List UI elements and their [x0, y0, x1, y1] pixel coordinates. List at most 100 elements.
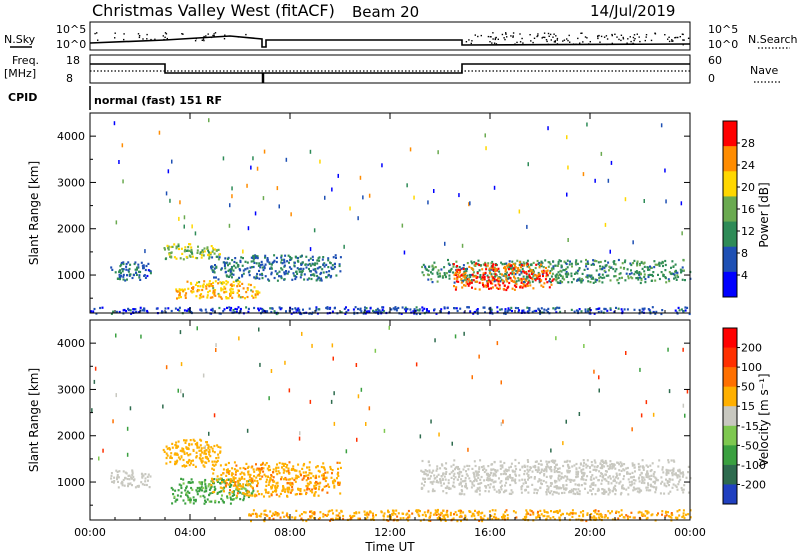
range-cell: [483, 275, 486, 278]
range-cell: [661, 309, 664, 312]
range-cell: [461, 286, 464, 289]
range-cell: [291, 483, 294, 486]
range-cell: [659, 492, 662, 495]
range-cell: [488, 267, 491, 270]
range-cell: [650, 478, 653, 481]
range-cell: [297, 307, 300, 310]
nsearch-dot: [671, 39, 673, 41]
range-cell: [468, 202, 470, 207]
range-cell: [215, 249, 218, 252]
nsearch-dot: [493, 42, 496, 44]
range-cell: [492, 485, 495, 488]
range-cell: [436, 465, 439, 468]
range-cell: [545, 309, 548, 312]
range-cell: [631, 464, 634, 467]
range-cell: [229, 478, 232, 481]
range-cell: [617, 258, 620, 262]
range-cell: [298, 311, 301, 314]
range-cell: [565, 419, 567, 424]
range-cell: [612, 488, 615, 491]
range-cell: [448, 486, 450, 489]
range-cell: [463, 270, 466, 274]
range-cell: [215, 457, 218, 460]
range-cell: [276, 473, 279, 476]
range-cell: [471, 273, 474, 276]
range-cell: [432, 268, 435, 271]
range-cell: [580, 484, 583, 487]
range-cell: [245, 306, 248, 309]
range-cell: [545, 493, 548, 496]
range-cell: [536, 259, 539, 263]
range-cell: [649, 310, 652, 313]
range-cell: [225, 469, 228, 472]
range-cell: [128, 267, 131, 271]
range-cell: [640, 514, 643, 517]
range-cell: [661, 513, 663, 516]
range-cell: [125, 310, 128, 313]
range-cell: [383, 428, 386, 433]
range-cell: [550, 283, 553, 286]
range-cell: [261, 266, 264, 269]
range-cell: [526, 284, 529, 287]
range-cell: [627, 517, 629, 520]
range-cell: [213, 478, 216, 481]
range-cell: [567, 466, 570, 469]
range-cell: [288, 472, 291, 475]
range-cell: [382, 515, 385, 518]
range-cell: [198, 446, 201, 449]
range-cell: [342, 514, 345, 518]
range-cell: [481, 268, 484, 271]
range-cell: [285, 470, 288, 473]
range-cell: [555, 279, 558, 282]
range-cell: [488, 477, 491, 480]
range-cell: [201, 457, 204, 460]
range-cell: [261, 310, 264, 313]
range-cell: [454, 288, 457, 291]
range-cell: [211, 477, 213, 480]
range-cell: [670, 513, 673, 516]
range-cell: [501, 517, 504, 520]
range-cell: [236, 291, 239, 295]
range-cell: [212, 287, 215, 290]
range-cell: [245, 291, 248, 294]
range-cell: [241, 264, 244, 267]
range-cell: [529, 268, 532, 271]
range-cell: [609, 307, 612, 310]
range-cell: [639, 367, 641, 372]
range-cell: [122, 470, 125, 473]
range-cell: [208, 431, 210, 436]
range-cell: [621, 464, 624, 467]
range-cell: [648, 268, 651, 271]
y-tick-label: 3000: [57, 383, 85, 396]
range-cell: [392, 509, 395, 512]
range-cell: [286, 488, 289, 491]
range-cell: [229, 274, 232, 277]
range-cell: [483, 514, 486, 517]
range-cell: [486, 476, 489, 480]
nsky-dot: [207, 33, 209, 35]
range-cell: [497, 280, 500, 283]
range-cell: [315, 309, 318, 312]
range-cell: [328, 270, 331, 273]
range-cell: [554, 275, 557, 278]
nsearch-tick-low: 10^0: [708, 38, 738, 51]
range-cell: [264, 263, 267, 266]
range-cell: [521, 478, 524, 481]
range-cell: [525, 272, 528, 275]
range-cell: [280, 261, 283, 264]
range-cell: [483, 306, 486, 309]
range-cell: [676, 517, 679, 521]
range-cell: [287, 487, 290, 490]
range-cell: [399, 517, 402, 520]
range-cell: [255, 262, 258, 265]
range-cell: [570, 281, 573, 284]
range-cell: [499, 460, 502, 463]
range-cell: [127, 270, 130, 273]
range-cell: [604, 222, 607, 227]
range-cell: [549, 484, 552, 487]
range-cell: [585, 519, 588, 523]
range-cell: [391, 513, 394, 516]
range-cell: [555, 273, 558, 276]
range-cell: [630, 480, 633, 483]
range-cell: [426, 273, 429, 276]
